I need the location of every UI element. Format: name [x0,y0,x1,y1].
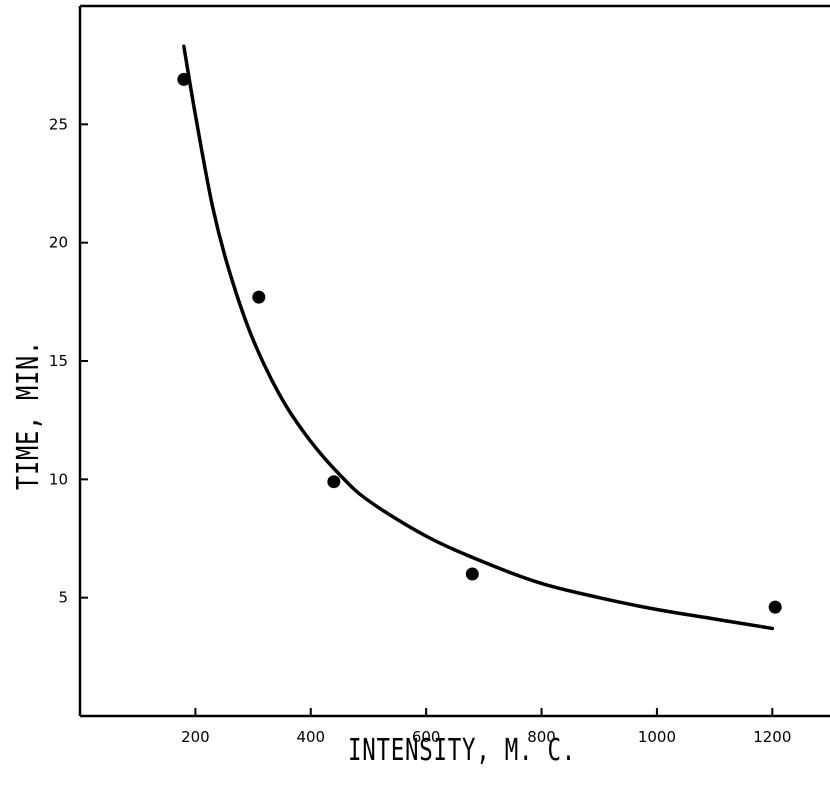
x-tick-label: 600 [412,728,441,746]
y-tick-label: 5 [58,589,68,607]
x-tick-label: 400 [296,728,325,746]
x-tick-label: 800 [527,728,556,746]
x-axis-label: INTENSITY, M. C. [348,733,576,768]
data-point [768,600,782,614]
y-tick-label: 20 [49,234,68,252]
data-point [465,567,479,581]
y-tick-label: 25 [49,115,68,133]
x-tick-label: 1000 [638,728,676,746]
y-axis-label: TIME, MIN. [11,340,46,490]
y-tick-label: 15 [49,352,68,370]
fitted-curve [182,44,775,631]
data-point [177,72,191,86]
x-ticks: 200 400 600 800 1000 1200 [181,708,791,746]
axes [78,4,830,718]
data-point [327,475,341,489]
x-tick-label: 200 [181,728,210,746]
x-tick-label: 1200 [753,728,791,746]
y-tick-label: 10 [49,470,68,488]
y-ticks: 5 10 15 20 25 [49,115,88,607]
data-point [252,290,266,304]
points-layer [177,72,782,614]
curve-layer [182,44,775,631]
